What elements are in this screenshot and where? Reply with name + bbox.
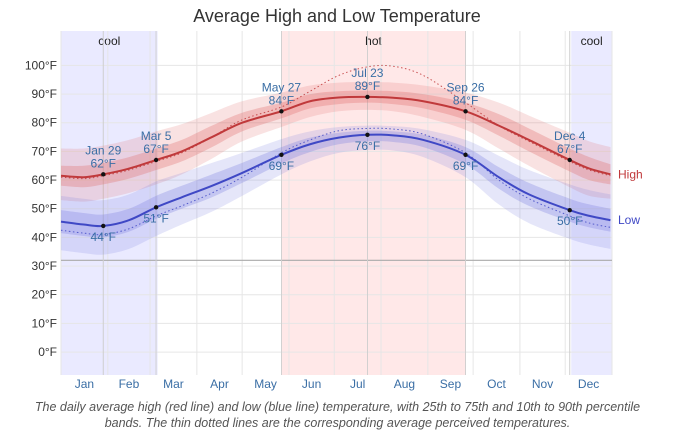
- x-month-label: Nov: [532, 377, 553, 391]
- high-annotation-point: [567, 157, 572, 163]
- temperature-chart: Average High and Low Temperature cool hot…: [25, 6, 643, 391]
- low-perceived-line: [60, 127, 611, 236]
- y-tick-label: 0°F: [38, 345, 57, 359]
- high-annotation-point: [365, 94, 370, 100]
- y-tick-label: 40°F: [32, 230, 57, 244]
- high-annotation-date: Jul 23: [351, 66, 383, 80]
- high-annotation-point: [101, 172, 106, 177]
- low-annotation-value: 51°F: [143, 211, 168, 225]
- high-annotation-point: [279, 109, 284, 114]
- low-annotation-value: 69°F: [453, 159, 478, 173]
- x-month-label: Jul: [350, 377, 365, 391]
- season-band-cool: [571, 31, 612, 375]
- x-month-label: Mar: [163, 377, 184, 391]
- y-tick-label: 20°F: [32, 288, 57, 302]
- season-label-cool: cool: [98, 34, 120, 48]
- high-annotation-date: Jan 29: [85, 143, 121, 157]
- high-band-10-90: [61, 82, 611, 202]
- low-annotation-value: 69°F: [269, 159, 294, 173]
- x-month-label: Aug: [394, 377, 415, 391]
- axis-labels: 0°F 10°F 20°F 30°F 40°F 50°F 60°F 70°F 80°F 90°F 1…: [25, 58, 599, 391]
- high-perceived-line: [60, 64, 611, 180]
- annotation-points: [101, 94, 572, 229]
- low-annotation-value: 76°F: [355, 139, 380, 153]
- y-tick-label: 30°F: [32, 259, 57, 273]
- x-month-label: Oct: [487, 377, 506, 391]
- low-band-25-75: [61, 130, 611, 238]
- caption-line-2: bands. The thin dotted lines are the cor…: [104, 416, 571, 430]
- low-band-10-90: [61, 125, 611, 255]
- low-annotation-point: [101, 223, 106, 229]
- high-annotation-date: May 27: [262, 80, 302, 94]
- high-annotation-date: Sep 26: [447, 80, 485, 94]
- y-tick-label: 90°F: [32, 87, 57, 101]
- low-annotation-point: [279, 152, 284, 158]
- high-annotation-point: [153, 157, 159, 163]
- chart-caption: The daily average high (red line) and lo…: [0, 399, 675, 431]
- season-shading: cool hot cool: [61, 31, 612, 375]
- season-band-cool: [61, 31, 158, 375]
- grid-lines: [60, 31, 613, 375]
- season-label-cool: cool: [581, 34, 603, 48]
- x-month-label: Jan: [75, 377, 94, 391]
- high-annotation-value: 84°F: [453, 93, 478, 107]
- y-tick-label: 100°F: [25, 58, 57, 72]
- season-label-hot: hot: [365, 34, 382, 48]
- low-annotation-value: 50°F: [557, 214, 582, 228]
- high-annotation-value: 62°F: [91, 156, 116, 170]
- high-annotation-date: Mar 5: [141, 129, 172, 143]
- x-month-label: Dec: [578, 377, 599, 391]
- low-annotation-point: [463, 152, 468, 158]
- high-annotation-value: 67°F: [557, 142, 582, 156]
- y-tick-label: 60°F: [32, 173, 57, 187]
- y-tick-label: 80°F: [32, 116, 57, 130]
- x-month-label: Apr: [210, 377, 229, 391]
- x-month-label: Sep: [440, 377, 462, 391]
- high-annotation-value: 84°F: [269, 93, 294, 107]
- y-tick-label: 10°F: [32, 316, 57, 330]
- caption-line-1: The daily average high (red line) and lo…: [34, 400, 641, 414]
- chart-title: Average High and Low Temperature: [193, 6, 481, 26]
- high-annotation-value: 67°F: [143, 142, 168, 156]
- x-month-label: May: [254, 377, 277, 391]
- high-annotation-value: 89°F: [355, 79, 380, 93]
- low-annotation-point: [365, 132, 370, 137]
- high-line: [60, 95, 611, 179]
- low-annotation-point: [153, 205, 159, 210]
- high-annotation-date: Dec 4: [554, 129, 586, 143]
- low-line: [60, 133, 611, 228]
- low-annotation-point: [567, 207, 572, 213]
- low-series-label: Low: [618, 213, 640, 227]
- y-tick-label: 70°F: [32, 144, 57, 158]
- low-annotation-value: 44°F: [91, 230, 116, 244]
- x-month-label: Feb: [119, 377, 140, 391]
- season-band-hot: [281, 31, 466, 375]
- high-annotation-point: [463, 109, 468, 114]
- y-tick-label: 50°F: [32, 202, 57, 216]
- high-series-label: High: [618, 167, 643, 181]
- series-lines: [60, 64, 611, 236]
- x-month-label: Jun: [302, 377, 321, 391]
